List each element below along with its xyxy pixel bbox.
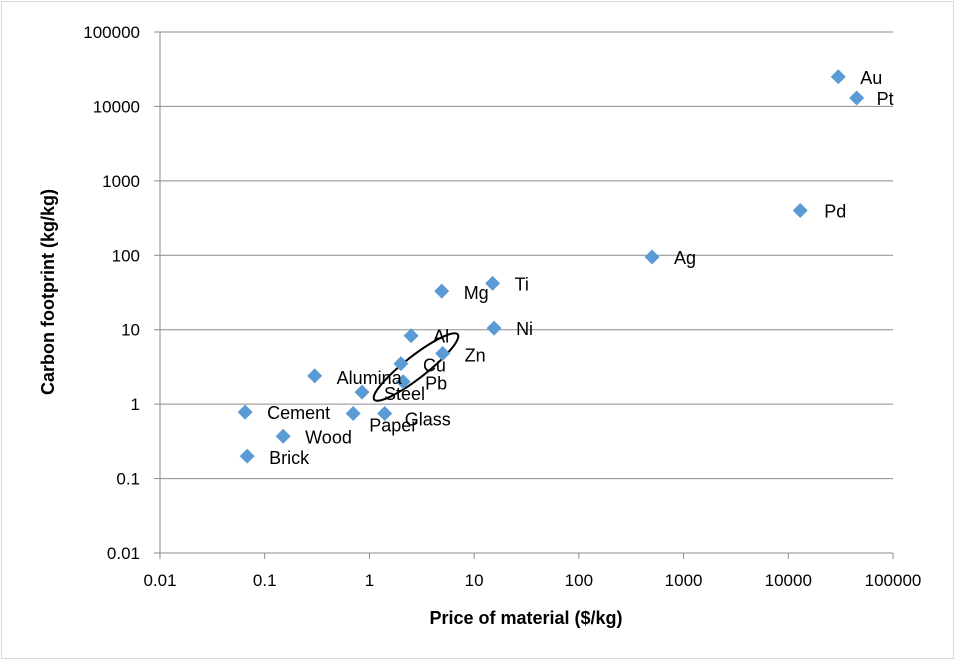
point-label-alumina: Alumina [337, 368, 403, 388]
x-axis-title: Price of material ($/kg) [429, 608, 622, 628]
point-marker-ti [485, 275, 501, 291]
point-label-pd: Pd [824, 201, 846, 221]
y-tick-label: 100 [112, 246, 140, 265]
point-marker-au [830, 69, 846, 85]
point-label-pt: Pt [877, 89, 894, 109]
point-label-cu: Cu [423, 356, 446, 376]
y-tick-label: 0.1 [116, 470, 140, 489]
y-axis-title: Carbon footprint (kg/kg) [38, 189, 58, 395]
point-label-brick: Brick [269, 448, 310, 468]
x-tick-label: 10 [465, 571, 484, 590]
point-marker-cement [237, 404, 253, 420]
point-label-ti: Ti [515, 274, 529, 294]
x-tick-label: 0.01 [143, 571, 176, 590]
y-tick-labels: 0.01 0.1 1 10 100 1000 10000 100000 [83, 23, 140, 563]
y-tick-label: 10 [121, 321, 140, 340]
point-marker-steel [354, 384, 370, 400]
point-marker-wood [275, 428, 291, 444]
point-label-zn: Zn [465, 345, 486, 365]
x-tick-label: 10000 [765, 571, 812, 590]
point-label-glass: Glass [405, 409, 451, 429]
point-marker-al [403, 328, 419, 344]
point-marker-paper [345, 405, 361, 421]
point-label-mg: Mg [464, 283, 489, 303]
point-marker-zn [435, 345, 451, 361]
y-tick-label: 100000 [83, 23, 140, 42]
x-tick-label: 1000 [665, 571, 703, 590]
y-tick-label: 10000 [93, 97, 140, 116]
point-marker-ag [644, 249, 660, 265]
point-label-ag: Ag [674, 248, 696, 268]
point-label-ni: Ni [516, 319, 533, 339]
gridlines [160, 31, 893, 480]
x-tick-label: 100 [565, 571, 593, 590]
point-label-wood: Wood [305, 427, 352, 447]
point-marker-mg [434, 283, 450, 299]
annotations [372, 332, 460, 402]
point-label-au: Au [860, 68, 882, 88]
axes [154, 31, 894, 559]
x-tick-label: 0.1 [253, 571, 277, 590]
x-tick-label: 100000 [865, 571, 922, 590]
point-marker-brick [239, 448, 255, 464]
point-label-paper: Paper [369, 415, 417, 435]
grouping-ellipse [372, 332, 460, 402]
x-tick-label: 1 [365, 571, 374, 590]
point-marker-pt [849, 90, 865, 106]
y-tick-label: 1000 [102, 172, 140, 191]
point-marker-alumina [307, 368, 323, 384]
data-points [237, 69, 865, 464]
point-label-al: Al [433, 327, 449, 347]
point-marker-ni [486, 320, 502, 336]
x-tick-labels: 0.01 0.1 1 10 100 1000 10000 100000 [143, 571, 921, 590]
point-marker-pb [395, 374, 411, 390]
y-tick-label: 0.01 [107, 544, 140, 563]
point-label-pb: Pb [425, 374, 447, 394]
point-marker-glass [377, 405, 393, 421]
point-label-cement: Cement [267, 403, 330, 423]
point-marker-pd [792, 202, 808, 218]
y-tick-label: 1 [131, 395, 140, 414]
point-label-steel: Steel [384, 384, 425, 404]
point-marker-cu [393, 356, 409, 372]
